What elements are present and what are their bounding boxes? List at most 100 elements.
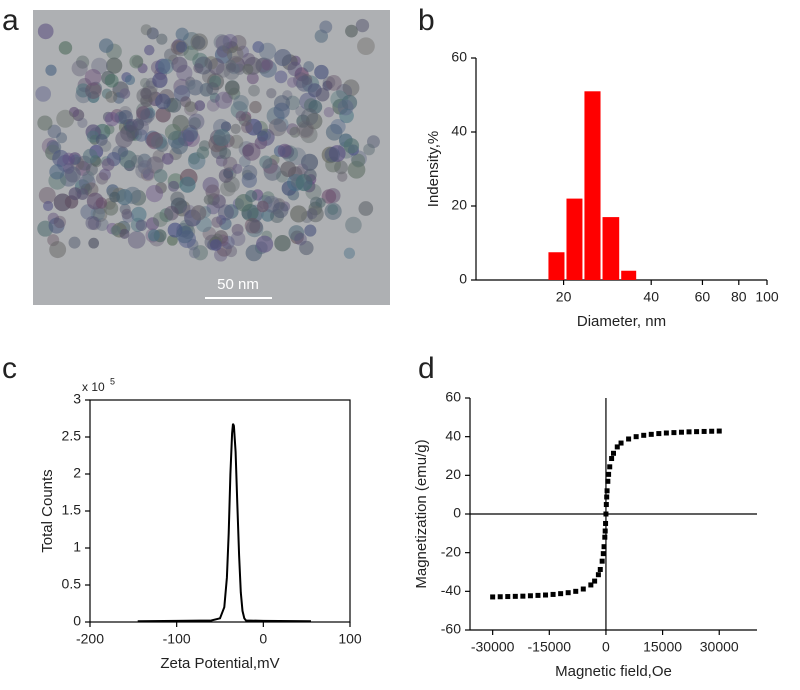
particle <box>116 189 133 206</box>
particle <box>56 109 75 128</box>
data-point <box>550 591 556 597</box>
particle <box>298 122 314 138</box>
particle <box>56 132 68 144</box>
x-tick-label: -200 <box>76 631 104 647</box>
particle <box>95 133 108 146</box>
particle <box>262 158 278 174</box>
particle <box>82 148 98 164</box>
particle <box>219 147 232 160</box>
data-point <box>609 456 615 462</box>
particle <box>103 201 119 216</box>
particle <box>91 57 108 75</box>
y-tick-label: 20 <box>445 466 461 482</box>
particle <box>299 240 314 256</box>
particle <box>53 215 67 229</box>
particle <box>323 106 335 118</box>
data-point <box>497 594 503 600</box>
particle <box>231 223 244 236</box>
particle <box>295 105 306 117</box>
particle <box>48 217 65 234</box>
particle <box>363 143 375 156</box>
particle <box>261 209 275 222</box>
particle <box>188 247 201 259</box>
particle <box>101 158 115 171</box>
particle <box>339 108 354 124</box>
particle <box>341 94 358 111</box>
particle <box>303 168 317 182</box>
particle <box>146 131 164 149</box>
particle <box>315 87 330 102</box>
particle <box>249 100 262 114</box>
particle <box>321 189 337 204</box>
data-point <box>597 566 603 572</box>
particle <box>172 114 189 132</box>
particle <box>144 44 155 56</box>
panel-label: c <box>2 352 17 385</box>
x-tick-label: -15000 <box>528 639 572 655</box>
data-point <box>633 434 639 440</box>
particle <box>152 212 168 227</box>
particle <box>119 88 131 99</box>
particle <box>170 191 185 206</box>
particle <box>188 152 200 165</box>
data-point <box>663 430 669 436</box>
particle <box>155 107 171 123</box>
particle <box>92 207 108 223</box>
particle <box>241 121 253 134</box>
particle <box>171 56 188 73</box>
particle <box>104 73 119 88</box>
y-tick-label: 40 <box>451 123 467 139</box>
particle <box>145 184 164 203</box>
y-tick-label: 1.5 <box>62 502 82 518</box>
particle <box>147 229 160 242</box>
particle <box>166 234 178 246</box>
particle <box>257 130 269 142</box>
particle <box>137 160 153 175</box>
data-point <box>656 431 662 437</box>
particle <box>182 127 198 143</box>
particle <box>117 146 129 158</box>
particle <box>242 63 254 75</box>
particle <box>95 197 108 209</box>
particle <box>319 20 333 34</box>
data-point <box>603 502 609 508</box>
x-axis-label: Zeta Potential,mV <box>160 655 279 672</box>
panel-label: a <box>2 4 19 37</box>
x-tick-label: 40 <box>643 289 659 305</box>
y-tick-label: -60 <box>441 621 461 637</box>
particle <box>300 153 319 171</box>
particle <box>176 226 194 244</box>
particle <box>225 62 237 73</box>
particle <box>294 232 307 246</box>
y-tick-label: 2.5 <box>62 428 82 444</box>
particle <box>71 60 88 77</box>
particle <box>256 235 274 253</box>
particle <box>224 80 240 96</box>
y-tick-label: -40 <box>441 582 461 598</box>
particle <box>261 191 275 205</box>
panel-label: b <box>418 4 435 37</box>
particle <box>230 231 246 247</box>
particle <box>185 79 196 91</box>
particle <box>273 116 289 132</box>
particle <box>155 182 167 194</box>
data-point <box>602 528 608 534</box>
particle <box>196 146 210 159</box>
particle <box>225 245 238 258</box>
particle <box>242 142 261 161</box>
particle <box>140 87 152 100</box>
particle <box>274 70 288 84</box>
particle <box>355 18 370 33</box>
data-point <box>601 544 607 550</box>
particle <box>125 125 139 139</box>
particle <box>190 205 207 221</box>
particle <box>258 42 277 60</box>
data-point <box>588 582 594 588</box>
data-point <box>558 591 564 597</box>
particle <box>300 108 319 126</box>
particle <box>68 236 81 249</box>
particle <box>58 41 73 55</box>
particle <box>106 57 123 74</box>
particle <box>179 176 196 193</box>
